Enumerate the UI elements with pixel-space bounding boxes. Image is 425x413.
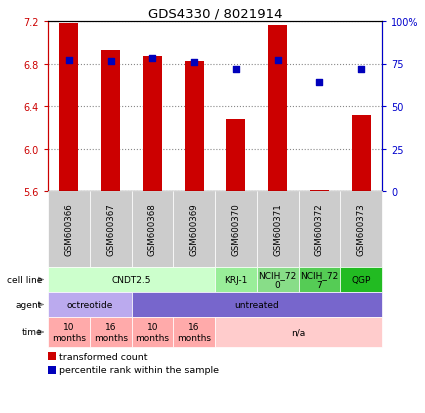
Bar [268, 26, 287, 192]
Point [191, 60, 198, 66]
Text: GSM600367: GSM600367 [106, 203, 115, 256]
Point [232, 66, 239, 73]
Text: 10
months: 10 months [52, 323, 86, 342]
Text: agent: agent [16, 300, 42, 309]
Text: GSM600369: GSM600369 [190, 203, 198, 256]
Text: QGP: QGP [351, 275, 371, 284]
Text: 10
months: 10 months [136, 323, 170, 342]
Text: GSM600373: GSM600373 [357, 203, 366, 256]
Text: percentile rank within the sample: percentile rank within the sample [59, 366, 219, 375]
Text: GSM600371: GSM600371 [273, 203, 282, 256]
Text: GSM600370: GSM600370 [231, 203, 241, 256]
Point [316, 79, 323, 85]
Bar [310, 190, 329, 192]
Bar [143, 57, 162, 192]
Text: 16
months: 16 months [177, 323, 211, 342]
Text: NCIH_72
7: NCIH_72 7 [300, 270, 338, 290]
Text: GSM600366: GSM600366 [64, 203, 74, 256]
Bar [185, 62, 204, 192]
Title: GDS4330 / 8021914: GDS4330 / 8021914 [148, 8, 282, 21]
Text: 16
months: 16 months [94, 323, 128, 342]
Text: GSM600368: GSM600368 [148, 203, 157, 256]
Point [274, 58, 281, 64]
Bar [60, 24, 78, 192]
Point [65, 58, 72, 64]
Bar [227, 119, 245, 192]
Point [358, 66, 365, 73]
Text: octreotide: octreotide [67, 300, 113, 309]
Bar [352, 115, 371, 192]
Bar [101, 50, 120, 192]
Text: GSM600372: GSM600372 [315, 203, 324, 256]
Text: untreated: untreated [234, 300, 279, 309]
Text: transformed count: transformed count [59, 351, 147, 361]
Point [107, 59, 114, 66]
Text: NCIH_72
0: NCIH_72 0 [258, 270, 297, 290]
Point [149, 56, 156, 62]
Text: CNDT2.5: CNDT2.5 [112, 275, 151, 284]
Text: time: time [21, 328, 42, 337]
Text: cell line: cell line [7, 275, 42, 284]
Text: KRJ-1: KRJ-1 [224, 275, 247, 284]
Text: n/a: n/a [292, 328, 306, 337]
